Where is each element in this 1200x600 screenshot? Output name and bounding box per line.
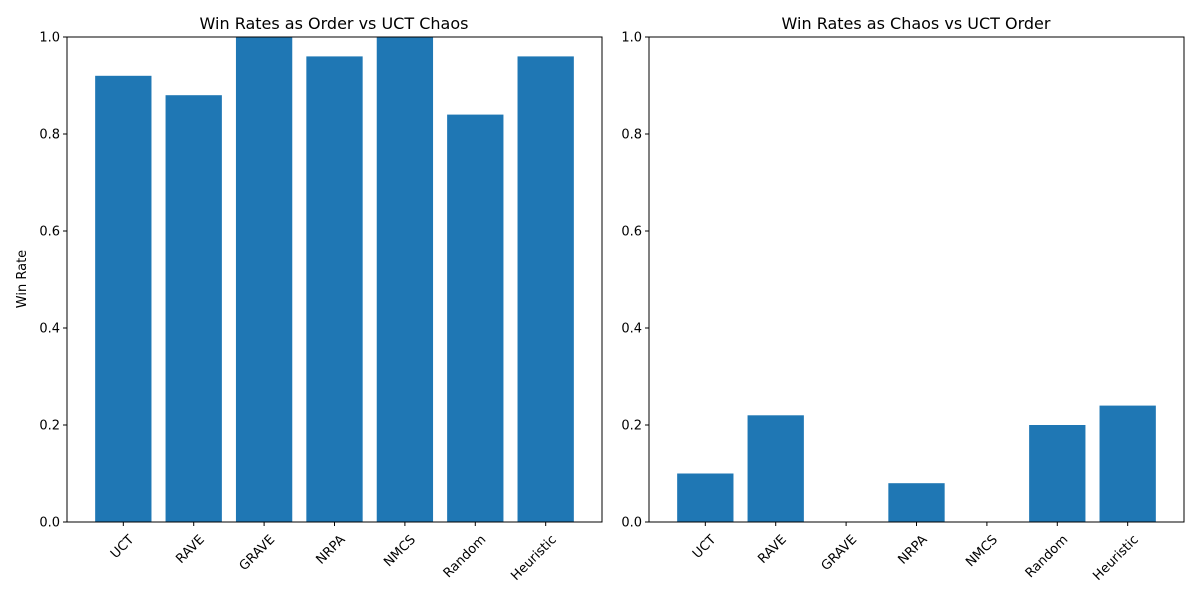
y-tick-label: 0.8 — [621, 128, 642, 143]
x-tick-label: GRAVE — [819, 532, 861, 574]
y-tick-label: 0.2 — [621, 419, 642, 434]
y-tick-label: 0.8 — [39, 128, 60, 143]
x-tick-label: UCT — [108, 532, 137, 561]
y-tick-label: 0.0 — [39, 516, 60, 531]
right-chart-panel: Win Rates as Chaos vs UCT Order 0.0 0.2 0.… — [621, 14, 1185, 584]
bar-nrpa — [888, 483, 945, 522]
x-tick-label: UCT — [690, 532, 719, 561]
x-tick-label: RAVE — [173, 532, 207, 566]
x-tick-label: GRAVE — [237, 532, 279, 574]
bar-random — [1029, 425, 1086, 522]
left-chart-ylabel: Win Rate — [15, 250, 30, 308]
x-tick-label: NMCS — [963, 532, 1001, 570]
x-tick-label: NMCS — [381, 532, 419, 570]
x-tick-label: Random — [441, 532, 490, 581]
left-chart-panel: Win Rates as Order vs UCT Chaos Win Rate… — [15, 14, 603, 584]
x-tick-label: Heuristic — [508, 532, 559, 583]
bar-nmcs — [376, 37, 434, 522]
x-tick-label: Random — [1023, 532, 1072, 581]
bar-rave — [747, 415, 804, 522]
bar-heuristic — [517, 56, 574, 523]
bar-uct — [95, 75, 152, 523]
right-chart-title: Win Rates as Chaos vs UCT Order — [782, 14, 1051, 33]
bar-random — [447, 114, 504, 522]
y-tick-label: 0.0 — [621, 516, 642, 531]
y-tick-label: 1.0 — [621, 31, 642, 46]
x-tick-label: NRPA — [895, 532, 930, 567]
bar-nrpa — [306, 56, 363, 523]
bar-grave — [235, 37, 293, 522]
bar-rave — [165, 95, 222, 522]
y-tick-label: 0.4 — [621, 322, 642, 337]
y-tick-label: 0.4 — [39, 322, 60, 337]
left-chart-title: Win Rates as Order vs UCT Chaos — [200, 14, 469, 33]
y-tick-label: 0.6 — [39, 225, 60, 240]
y-tick-label: 1.0 — [39, 31, 60, 46]
x-tick-label: RAVE — [755, 532, 789, 566]
y-tick-label: 0.6 — [621, 225, 642, 240]
x-tick-label: NRPA — [313, 532, 348, 567]
bar-heuristic — [1099, 405, 1156, 522]
y-tick-label: 0.2 — [39, 419, 60, 434]
x-tick-label: Heuristic — [1090, 532, 1141, 583]
bar-uct — [677, 473, 734, 522]
